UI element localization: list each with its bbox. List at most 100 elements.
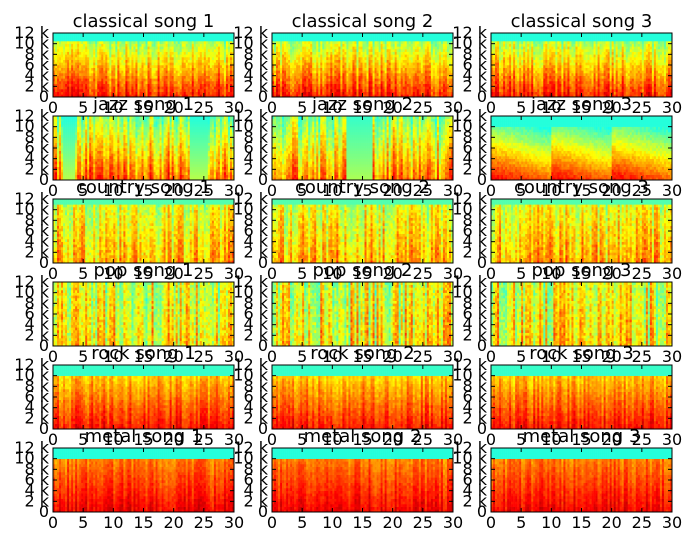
spectrogram-cell — [220, 73, 222, 76]
spectrogram-cell — [158, 73, 160, 76]
spectrogram-cell — [97, 44, 99, 47]
spectrogram-cell — [284, 68, 286, 71]
spectrogram-cell — [69, 60, 71, 63]
x-tick-label: 0 — [48, 98, 58, 117]
spectrogram-cell — [218, 73, 220, 76]
spectrogram-cell — [127, 52, 129, 55]
spectrogram-cell — [121, 84, 123, 87]
spectrogram-cell — [113, 65, 115, 68]
spectrogram-cell — [168, 68, 170, 71]
spectrogram-cell — [196, 86, 198, 89]
spectrogram-cell — [170, 54, 172, 57]
spectrogram-cell — [144, 60, 146, 63]
spectrogram-cells — [272, 33, 453, 97]
spectrogram-cell — [194, 76, 196, 79]
spectrogram-cell — [71, 38, 73, 41]
spectrogram-cell — [278, 70, 280, 73]
spectrogram-cell — [172, 54, 174, 57]
spectrogram-cell — [220, 68, 222, 71]
spectrogram-cell — [218, 92, 220, 95]
spectrogram-cell — [59, 68, 61, 71]
spectrogram-cell — [230, 38, 232, 41]
spectrogram-cell — [210, 52, 212, 55]
spectrogram-cell — [216, 73, 218, 76]
spectrogram-cell — [288, 76, 290, 79]
spectrogram-cell — [127, 65, 129, 68]
spectrogram-cell — [288, 60, 290, 63]
spectrogram-cell — [59, 70, 61, 73]
spectrogram-cell — [91, 57, 93, 60]
spectrogram-cell — [206, 57, 208, 60]
spectrogram-cell — [194, 84, 196, 87]
spectrogram-cell — [67, 41, 69, 44]
spectrogram-cell — [154, 60, 156, 63]
spectrogram-cell — [101, 38, 103, 41]
spectrogram-cell — [226, 92, 228, 95]
spectrogram-cell — [133, 81, 135, 84]
spectrogram-cell — [208, 73, 210, 76]
spectrogram-cell — [184, 78, 186, 81]
spectrogram-cell — [123, 78, 125, 81]
spectrogram-cells — [53, 33, 234, 97]
spectrogram-cell — [117, 62, 119, 65]
spectrogram-cell — [99, 44, 101, 47]
spectrogram-cell — [168, 78, 170, 81]
spectrogram-cell — [226, 68, 228, 71]
spectrogram-cell — [69, 68, 71, 71]
spectrogram-cell — [141, 52, 143, 55]
spectrogram-cell — [182, 57, 184, 60]
spectrogram-cell — [154, 38, 156, 41]
spectrogram-cell — [152, 49, 154, 52]
spectrogram-cell — [146, 44, 148, 47]
spectrogram-cell — [192, 78, 194, 81]
spectrogram-cell — [290, 52, 292, 55]
spectrogram-cell — [105, 49, 107, 52]
spectrogram-cell — [139, 54, 141, 57]
spectrogram-cell — [65, 84, 67, 87]
spectrogram-cell — [174, 70, 176, 73]
spectrogram-cell — [162, 73, 164, 76]
spectrogram-cell — [182, 76, 184, 79]
spectrogram-cell — [186, 86, 188, 89]
spectrogram-cell — [274, 38, 276, 41]
spectrogram-cell — [131, 54, 133, 57]
spectrogram-cell — [204, 44, 206, 47]
spectrogram-cell — [162, 84, 164, 87]
spectrogram-cell — [166, 46, 168, 49]
spectrogram-cell — [97, 54, 99, 57]
spectrogram-cell — [81, 65, 83, 68]
spectrogram-cell — [286, 89, 288, 92]
spectrogram-cell — [220, 65, 222, 68]
spectrogram-cell — [168, 38, 170, 41]
spectrogram-cell — [73, 36, 75, 39]
spectrogram-cell — [160, 60, 162, 63]
spectrogram-cell — [158, 65, 160, 68]
spectrogram-cell — [81, 60, 83, 63]
spectrogram-cell — [222, 65, 224, 68]
spectrogram-cell — [137, 78, 139, 81]
spectrogram-cell — [282, 62, 284, 65]
spectrogram-cell — [129, 57, 131, 60]
spectrogram-cell — [57, 81, 59, 84]
spectrogram-cell — [158, 89, 160, 92]
spectrogram-cell — [109, 44, 111, 47]
spectrogram-cell — [77, 49, 79, 52]
spectrogram-cell — [87, 62, 89, 65]
spectrogram-cell — [131, 78, 133, 81]
spectrogram-cell — [137, 57, 139, 60]
spectrogram-cell — [168, 36, 170, 39]
spectrogram-cell — [67, 84, 69, 87]
spectrogram-cell — [121, 41, 123, 44]
spectrogram-cell — [164, 78, 166, 81]
spectrogram-cell — [95, 57, 97, 60]
spectrogram-cell — [176, 52, 178, 55]
spectrogram-cell — [119, 73, 121, 76]
spectrogram-cell — [123, 60, 125, 63]
spectrogram-cell — [292, 92, 294, 95]
spectrogram-cell — [141, 60, 143, 63]
spectrogram-cell — [154, 68, 156, 71]
spectrogram-cell — [71, 70, 73, 73]
spectrogram-cell — [168, 60, 170, 63]
spectrogram-cell — [190, 70, 192, 73]
spectrogram-cell — [228, 41, 230, 44]
